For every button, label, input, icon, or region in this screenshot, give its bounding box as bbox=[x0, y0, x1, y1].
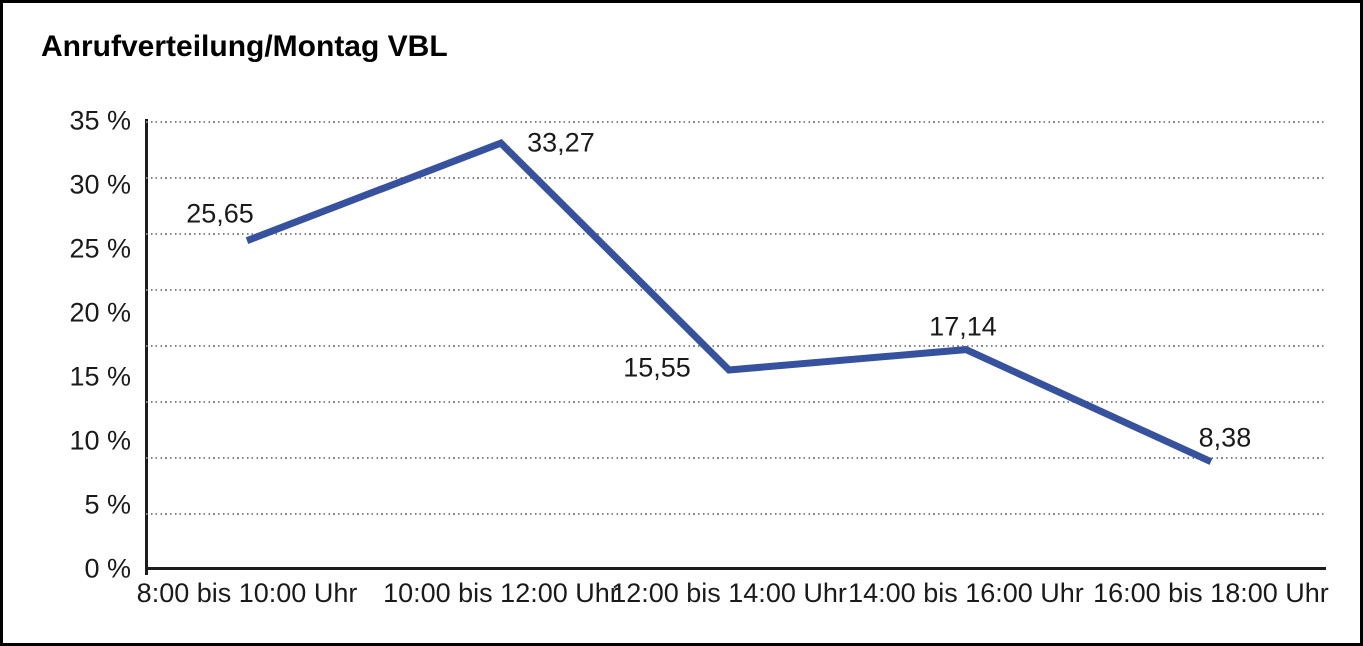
x-axis-tick-label: 14:00 bis 16:00 Uhr bbox=[848, 578, 1084, 608]
y-axis-tick-label: 25 % bbox=[69, 233, 131, 264]
y-axis-tick-label: 20 % bbox=[69, 297, 131, 328]
x-axis-tick-label: 16:00 bis 18:00 Uhr bbox=[1093, 578, 1329, 608]
y-axis-line bbox=[145, 119, 148, 575]
point-label: 33,27 bbox=[527, 127, 595, 158]
x-axis-tick-label: 8:00 bis 10:00 Uhr bbox=[136, 578, 358, 608]
x-axis-tick-labels: 8:00 bis 10:00 Uhr 10:00 bis 12:00 Uhr 12:… bbox=[137, 569, 1329, 614]
y-axis-tick-label: 0 % bbox=[84, 553, 131, 584]
y-axis-tick-label: 10 % bbox=[69, 425, 131, 456]
series-line-svg bbox=[245, 139, 1213, 465]
gridline bbox=[146, 233, 1326, 235]
y-axis-tick-label: 5 % bbox=[84, 489, 131, 520]
series-line bbox=[245, 139, 1213, 465]
point-label: 25,65 bbox=[186, 198, 254, 229]
y-axis-tick-label: 30 % bbox=[69, 169, 131, 200]
x-axis-tick-label: 12:00 bis 14:00 Uhr bbox=[611, 578, 847, 608]
y-axis-tick-label: 15 % bbox=[69, 361, 131, 392]
gridline bbox=[146, 289, 1326, 291]
y-axis-tick-label: 35 % bbox=[69, 105, 131, 136]
x-axis-tick-label: 10:00 bis 12:00 Uhr bbox=[383, 578, 619, 608]
plot-area: 25,65 33,27 15,55 17,14 8,38 bbox=[146, 121, 1326, 569]
gridline bbox=[146, 345, 1326, 347]
gridline bbox=[146, 513, 1326, 515]
gridline bbox=[146, 401, 1326, 403]
point-label: 8,38 bbox=[1198, 422, 1252, 453]
point-label: 15,55 bbox=[623, 352, 691, 383]
point-label: 17,14 bbox=[929, 311, 997, 342]
gridline bbox=[146, 121, 1326, 123]
gridline bbox=[146, 177, 1326, 179]
y-axis-tick-labels: 35 % 30 % 25 % 20 % 15 % 10 % 5 % 0 % bbox=[3, 106, 131, 584]
chart-title: Anrufverteilung/Montag VBL bbox=[41, 30, 448, 63]
x-axis-line bbox=[146, 567, 1326, 570]
gridline bbox=[146, 457, 1326, 459]
